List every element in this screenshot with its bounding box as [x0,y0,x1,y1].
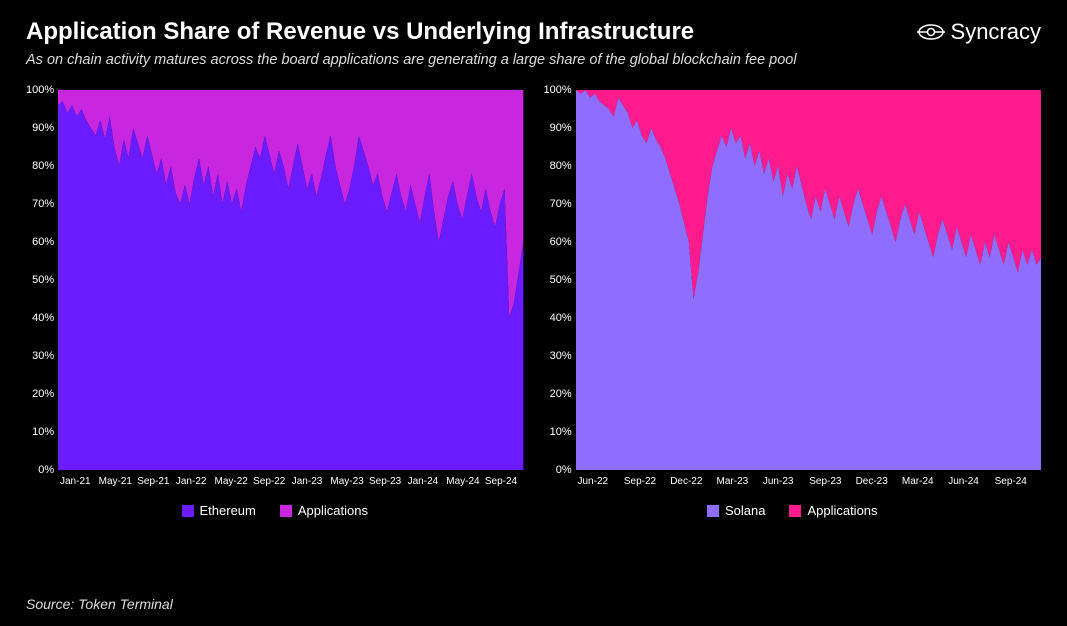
x-axis-tick: Jan-22 [176,476,215,487]
legend-swatch [789,505,801,517]
header: Application Share of Revenue vs Underlyi… [26,18,1041,68]
legend-left: Ethereum Applications [26,503,524,518]
x-axis-tick: May-21 [99,476,138,487]
x-axis-tick: Sep-24 [485,476,524,487]
x-axis-tick: Sep-21 [137,476,176,487]
x-axis-tick: Dec-23 [856,476,902,487]
x-axis-left: Jan-21May-21Sep-21Jan-22May-22Sep-22Jan-… [26,476,524,487]
plot-area-right [576,90,1041,470]
x-axis-tick: Mar-23 [717,476,763,487]
brand-logo: Syncracy [917,18,1041,46]
source-attribution: Source: Token Terminal [26,596,173,612]
solana-chart: 100%90%80%70%60%50%40%30%20%10%0% Jun-22… [544,90,1042,518]
legend-item: Solana [707,503,765,518]
legend-item: Applications [280,503,368,518]
legend-label: Applications [298,503,368,518]
x-axis-tick: Sep-22 [624,476,670,487]
legend-swatch [707,505,719,517]
legend-swatch [182,505,194,517]
charts-container: 100%90%80%70%60%50%40%30%20%10%0% Jan-21… [26,90,1041,518]
legend-item: Applications [789,503,877,518]
y-axis-right: 100%90%80%70%60%50%40%30%20%10%0% [544,90,576,470]
x-axis-tick: May-22 [215,476,254,487]
plot-area-left [58,90,523,470]
legend-item: Ethereum [182,503,256,518]
x-axis-right: Jun-22Sep-22Dec-22Mar-23Jun-23Sep-23Dec-… [544,476,1042,487]
legend-label: Solana [725,503,765,518]
legend-label: Applications [807,503,877,518]
x-axis-tick: Sep-23 [369,476,408,487]
x-axis-tick: Sep-24 [995,476,1041,487]
x-axis-tick: May-23 [330,476,369,487]
logo-icon [917,18,945,46]
x-axis-tick: Jun-24 [948,476,994,487]
x-axis-tick: Dec-22 [670,476,716,487]
x-axis-tick: May-24 [446,476,485,487]
x-axis-tick: Sep-23 [809,476,855,487]
x-axis-tick: Jun-22 [578,476,624,487]
x-axis-tick: Jun-23 [763,476,809,487]
y-axis-left: 100%90%80%70%60%50%40%30%20%10%0% [26,90,58,470]
page-title: Application Share of Revenue vs Underlyi… [26,18,797,46]
x-axis-tick: Jan-21 [60,476,99,487]
x-axis-tick: Jan-23 [292,476,331,487]
ethereum-chart: 100%90%80%70%60%50%40%30%20%10%0% Jan-21… [26,90,524,518]
legend-swatch [280,505,292,517]
legend-right: Solana Applications [544,503,1042,518]
x-axis-tick: Jan-24 [408,476,447,487]
x-axis-tick: Mar-24 [902,476,948,487]
legend-label: Ethereum [200,503,256,518]
x-axis-tick: Sep-22 [253,476,292,487]
page-subtitle: As on chain activity matures across the … [26,52,797,68]
logo-text: Syncracy [951,19,1041,45]
